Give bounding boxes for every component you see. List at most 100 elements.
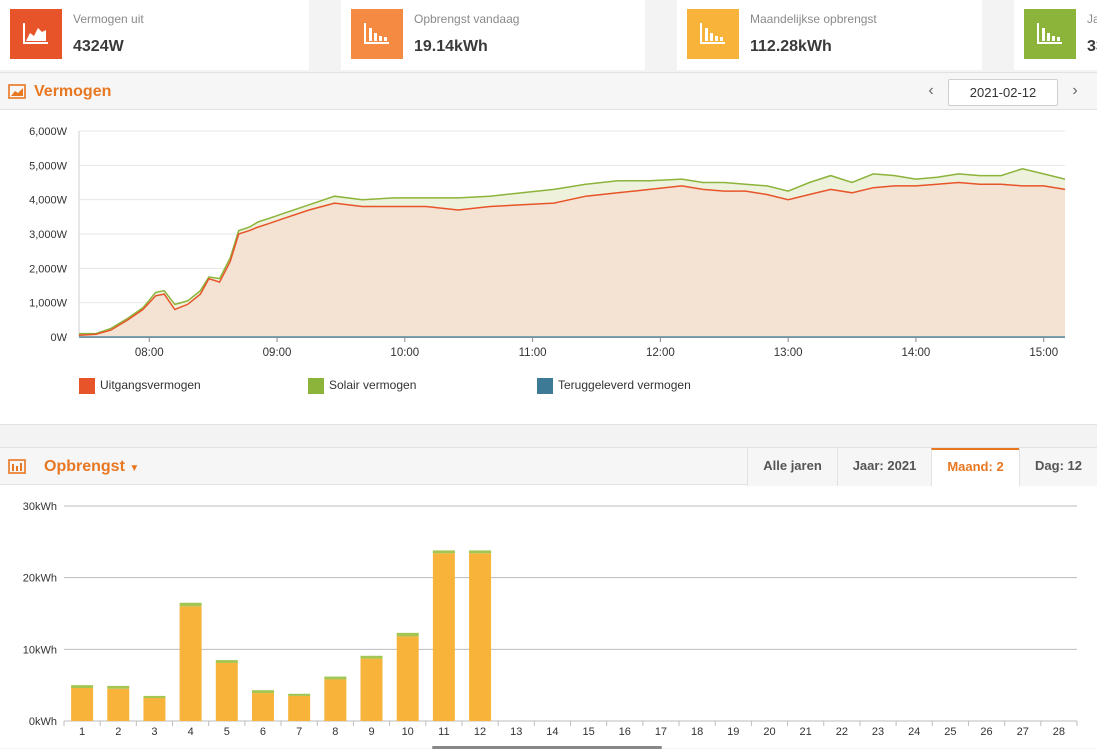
bar-chart-icon [1037,23,1062,44]
bar [215,662,238,721]
y-tick-label: 30kWh [23,501,57,513]
stat-label: Maandelijkse opbrengst [750,12,877,26]
bar [469,553,492,721]
x-tick-label: 27 [1017,726,1029,738]
bar [143,698,166,721]
legend-label: Teruggeleverd vermogen [558,378,691,393]
x-tick-label: 13 [510,726,522,738]
legend-item-solar[interactable]: Solair vermogen [308,378,416,394]
stat-tile [10,9,62,59]
stat-tile [687,9,739,59]
x-tick-label: 09:00 [263,347,292,359]
bar [107,688,130,721]
x-tick-label: 19 [727,726,739,738]
bar-chart-icon [8,459,26,474]
power-panel-title: Vermogen [34,83,112,100]
stat-label: Vermogen uit [73,12,144,26]
bar-segment [215,660,238,663]
legend-label: Solair vermogen [329,378,417,393]
stat-tile [351,9,403,59]
series-area-output [79,182,1065,337]
x-tick-label: 11 [438,726,449,738]
stats-bar: Vermogen uit 4324W Opbrengst vandaag 19.… [0,0,1097,70]
stat-value: 4324W [73,38,124,55]
bar-segment [360,655,383,659]
bar-chart-icon [364,23,389,44]
x-tick-label: 2 [115,726,121,738]
x-tick-label: 9 [368,726,374,738]
x-tick-label: 26 [980,726,992,738]
date-input[interactable]: 2021-02-12 [948,79,1058,106]
bar-segment [396,632,419,637]
stat-card-yield-month[interactable]: Maandelijkse opbrengst 112.28kWh [677,0,982,70]
x-tick-label: 5 [224,726,230,738]
x-tick-label: 14:00 [902,347,931,359]
x-tick-label: 7 [296,726,302,738]
x-tick-label: 22 [836,726,848,738]
x-tick-label: 17 [655,726,667,738]
area-chart-icon [23,23,48,44]
x-tick-label: 1 [79,726,85,738]
legend-label: Uitgangsvermogen [100,378,201,393]
bar [360,658,383,721]
y-tick-label: 10kWh [23,644,57,656]
caret-down-icon: ▼ [129,463,140,474]
area-chart-icon [8,84,26,99]
bar-segment [143,695,166,699]
x-tick-label: 14 [546,726,558,738]
yield-panel: Opbrengst ▼ Alle jaren Jaar: 2021 Maand:… [0,447,1097,749]
stat-value: 19.14kWh [414,38,488,55]
legend-swatch [308,378,324,394]
bar-segment [288,693,311,696]
tab-day[interactable]: Dag: 12 [1019,448,1097,486]
legend-item-output[interactable]: Uitgangsvermogen [79,378,201,394]
x-tick-label: 15 [582,726,594,738]
bar-segment [71,685,94,689]
series-line-output [78,181,1066,337]
y-tick-label: 6,000W [29,126,68,138]
stat-label: Opbrengst vandaag [414,12,520,26]
date-next-button[interactable]: › [1072,82,1078,99]
stat-card-yield-year[interactable]: Ja 33 [1014,0,1097,70]
stat-card-power-out[interactable]: Vermogen uit 4324W [0,0,309,70]
bar-segment [324,676,347,680]
x-tick-label: 12:00 [646,347,675,359]
stat-value: 112.28kWh [750,38,832,55]
stat-value: 33 [1087,38,1097,55]
tab-year[interactable]: Jaar: 2021 [837,448,931,486]
legend-item-feedback[interactable]: Teruggeleverd vermogen [537,378,691,394]
y-tick-label: 0W [51,332,68,344]
bar [251,693,274,721]
yield-title-dropdown[interactable]: Opbrengst ▼ [44,458,139,476]
tab-all-years[interactable]: Alle jaren [747,448,837,486]
x-tick-label: 10 [402,726,414,738]
bar-segment [432,550,455,554]
power-panel: Vermogen ‹ 2021-02-12 › 0W 1,000W 2,000W 3,… [0,72,1097,425]
yield-title: Opbrengst [44,458,125,475]
legend-swatch [537,378,553,394]
stat-tile [1024,9,1076,59]
stat-card-yield-today[interactable]: Opbrengst vandaag 19.14kWh [341,0,645,70]
x-tick-label: 10:00 [390,347,419,359]
bar-segment [469,550,492,554]
x-tick-label: 28 [1053,726,1065,738]
y-tick-label: 4,000W [29,195,68,207]
x-tick-label: 21 [800,726,812,738]
yield-panel-header: Opbrengst ▼ Alle jaren Jaar: 2021 Maand:… [0,448,1097,486]
date-prev-button[interactable]: ‹ [928,82,934,99]
x-tick-label: 8 [332,726,338,738]
y-tick-label: 0kWh [29,716,57,728]
y-tick-label: 3,000W [29,229,68,241]
tab-month[interactable]: Maand: 2 [931,448,1019,486]
bar [179,606,202,721]
stat-label: Ja [1087,12,1097,26]
bar [396,636,419,721]
bar-segment [179,602,202,607]
bar [432,553,455,721]
x-tick-label: 16 [619,726,631,738]
power-chart: 0W 1,000W 2,000W 3,000W 4,000W 5,000W 6,000W 08… [29,126,1066,359]
y-tick-label: 2,000W [29,263,68,275]
x-tick-label: 12 [474,726,486,738]
x-tick-label: 4 [188,726,194,738]
